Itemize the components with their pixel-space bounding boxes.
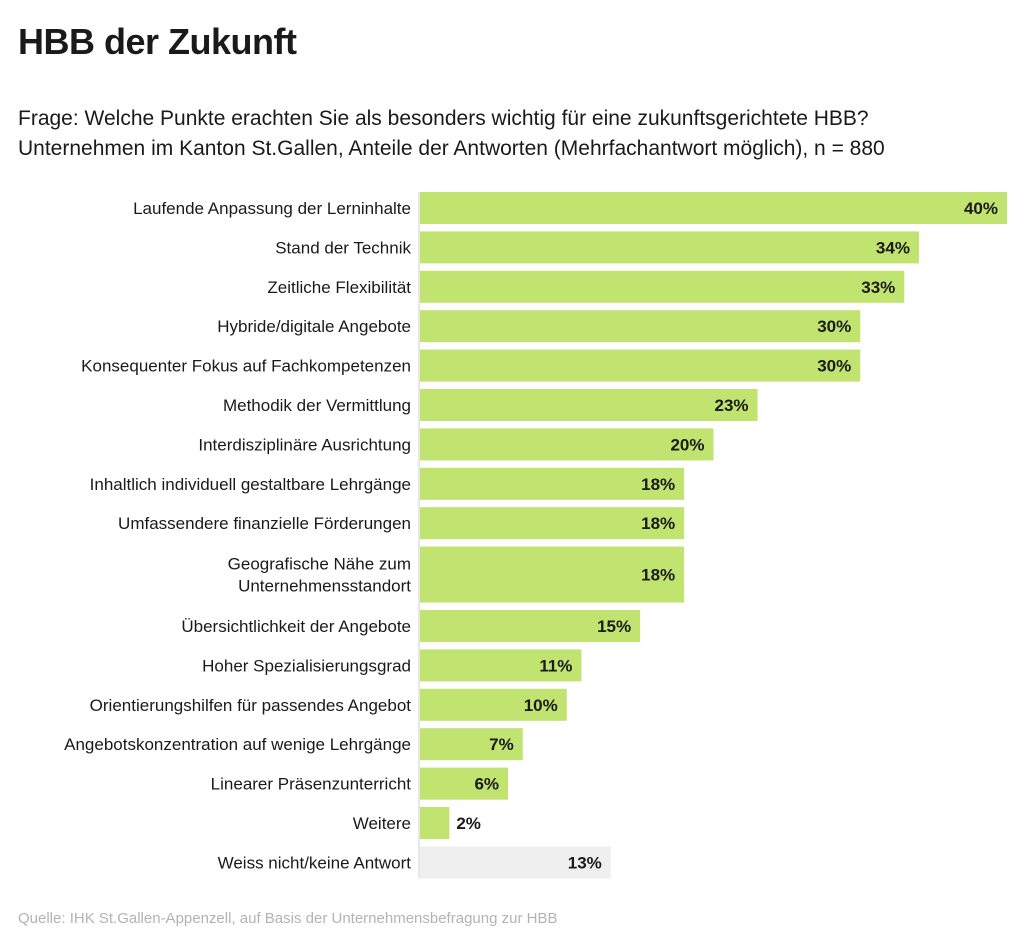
value-label: 13% <box>568 853 602 872</box>
category-label: Geografische Nähe zum Unternehmensstandor… <box>228 555 412 596</box>
value-label: 6% <box>474 775 499 794</box>
category-label: Hybride/digitale Angebote <box>217 317 411 336</box>
category-label: Umfassendere finanzielle Förderungen <box>118 514 411 533</box>
value-label: 11% <box>539 656 572 675</box>
category-label: Inhaltlich individuell gestaltbare Lehrg… <box>90 475 411 494</box>
category-label: Hoher Spezialisierungsgrad <box>202 656 411 675</box>
bar <box>420 231 919 264</box>
category-label: Konsequenter Fokus auf Fachkompetenzen <box>81 357 411 376</box>
bar-chart: Laufende Anpassung der Lerninhalte 40% Sta… <box>64 192 1007 879</box>
chart-subtitle: Frage: Welche Punkte erachten Sie als be… <box>18 104 1008 164</box>
category-label: Laufende Anpassung der Lerninhalte <box>133 199 411 218</box>
value-label: 18% <box>641 566 675 585</box>
chart-title: HBB der Zukunft <box>18 21 297 62</box>
value-label: 30% <box>817 317 851 336</box>
value-label: 20% <box>670 435 704 454</box>
bar <box>420 610 641 642</box>
value-label: 18% <box>641 514 675 533</box>
bar <box>420 807 450 839</box>
bar <box>420 546 685 603</box>
category-label: Übersichtlichkeit der Angebote <box>181 617 411 636</box>
subtitle-sample: Unternehmen im Kanton St.Gallen, Anteile… <box>18 137 885 160</box>
value-label: 2% <box>456 814 481 833</box>
bar <box>420 270 905 303</box>
bar <box>420 767 509 800</box>
bar <box>420 428 714 461</box>
category-label: Weiss nicht/keine Antwort <box>218 853 412 872</box>
category-label: Angebotskonzentration auf wenige Lehrgän… <box>64 735 411 754</box>
bar <box>420 467 685 500</box>
bar <box>420 846 611 879</box>
value-label: 23% <box>714 396 748 415</box>
value-label: 33% <box>861 278 895 297</box>
value-label: 7% <box>489 735 514 754</box>
category-label: Zeitliche Flexibilität <box>267 278 411 297</box>
bar <box>420 688 567 721</box>
category-label: Interdisziplinäre Ausrichtung <box>198 435 411 454</box>
subtitle-question: Frage: Welche Punkte erachten Sie als be… <box>18 107 869 130</box>
source-note: Quelle: IHK St.Gallen-Appenzell, auf Bas… <box>18 910 558 927</box>
bar <box>420 192 1007 224</box>
value-label: 15% <box>597 617 631 636</box>
bar <box>420 507 685 540</box>
value-label: 34% <box>876 238 910 257</box>
category-label: Methodik der Vermittlung <box>223 396 411 415</box>
value-label: 18% <box>641 475 675 494</box>
bar <box>420 389 758 421</box>
category-label: Linearer Präsenzunterricht <box>211 775 412 794</box>
bar <box>420 649 582 682</box>
bar <box>420 728 523 761</box>
bar <box>420 310 861 343</box>
category-label: Stand der Technik <box>275 238 411 257</box>
value-label: 10% <box>524 696 558 715</box>
value-label: 40% <box>964 199 998 218</box>
category-label: Weitere <box>353 814 411 833</box>
bar <box>420 349 861 382</box>
value-label: 30% <box>817 357 851 376</box>
category-label: Orientierungshilfen für passendes Angebo… <box>90 696 412 715</box>
